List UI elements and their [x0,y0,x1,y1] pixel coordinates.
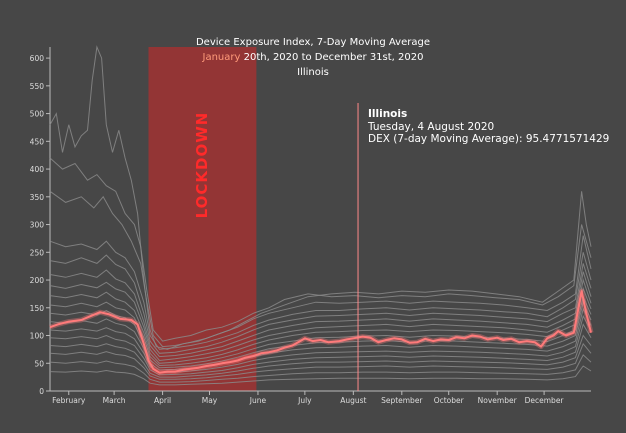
subtitle-highlight: January [202,52,241,63]
background-series-line [49,354,592,383]
background-series-line [49,157,592,342]
y-tick-label: 450 [30,137,45,146]
y-tick-label: 350 [30,193,45,202]
y-tick-label: 550 [30,82,45,91]
background-series-line [49,286,592,364]
y-tick-label: 600 [30,54,45,63]
y-tick-label: 50 [34,359,44,368]
x-tick-label: May [202,396,218,405]
background-series-line [49,365,592,386]
background-series-line [49,190,592,348]
background-series-line [49,300,592,369]
lockdown-label: LOCKDOWN [193,112,211,219]
tooltip-date: Tuesday, 4 August 2020 [368,120,495,133]
x-tick-label: March [103,396,126,405]
background-series-line [49,269,592,358]
background-series-line [49,254,592,354]
chart-title: Device Exposure Index, 7-Day Moving Aver… [195,37,430,48]
background-series-line [49,307,592,371]
chart-region: Illinois [297,67,329,78]
background-series-line [49,45,592,350]
y-tick-label: 500 [30,110,45,119]
x-tick-label: December [525,396,565,405]
x-tick-label: August [340,396,366,405]
background-series-line [49,342,592,380]
chart-subtitle: January 20th, 2020 to December 31st, 202… [0,52,626,63]
x-tick-label: October [434,396,465,405]
y-tick-label: 150 [30,304,45,313]
x-tick-label: November [478,396,518,405]
background-series-line [49,334,592,378]
hover-tooltip: Illinois Tuesday, 4 August 2020 DEX (7-d… [368,108,609,146]
y-tick-label: 200 [30,276,45,285]
lockdown-band [148,47,257,391]
background-series-line [49,295,592,367]
x-tick-label: June [249,396,267,405]
y-tick-label: 250 [30,248,45,257]
y-tick-label: 400 [30,165,45,174]
highlight-series-line [49,290,592,374]
background-series-line [49,240,592,350]
background-series-line [49,278,592,362]
x-tick-label: February [52,396,86,405]
background-series-line [49,314,592,374]
y-tick-label: 100 [30,332,45,341]
x-tick-label: July [297,396,312,405]
y-tick-label: 0 [39,387,44,396]
y-tick-label: 300 [30,221,45,230]
background-series-line [49,323,592,376]
tooltip-value: DEX (7-day Moving Average): 95.477157142… [368,133,610,145]
x-tick-label: April [154,396,171,405]
subtitle-rest: 20th, 2020 to December 31st, 2020 [240,52,424,63]
x-tick-label: September [381,396,423,405]
tooltip-state: Illinois [368,108,408,120]
